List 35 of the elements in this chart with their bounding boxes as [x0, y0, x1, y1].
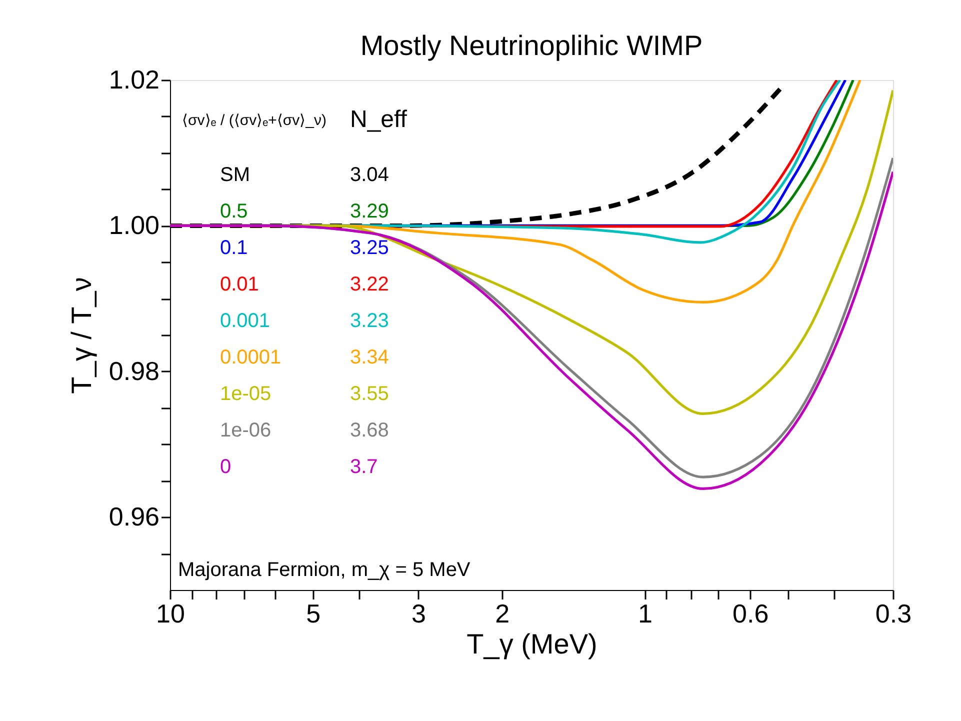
annotation: 3.55: [350, 383, 389, 405]
y-tick-label: 1.00: [108, 210, 160, 240]
y-axis-title: T_γ / T_ν: [66, 277, 97, 394]
annotation: 3.25: [350, 237, 389, 259]
annotation: 3.22: [350, 274, 389, 296]
text: 0.001: [220, 310, 270, 332]
text: 1e-06: [220, 420, 272, 442]
text: 0.01: [220, 274, 259, 296]
chart-title: Mostly Neutrinoplihic WIMP: [360, 30, 703, 61]
x-tick-label: 0.3: [875, 598, 912, 628]
annotation: 3.29: [350, 200, 389, 222]
x-tick-label: 2: [495, 598, 510, 628]
annotation: 3.7: [350, 456, 378, 478]
x-tick-label: 10: [156, 598, 185, 628]
x-tick-label: 0.6: [732, 598, 769, 628]
legend-title: ⟨σv⟩ₑ / (⟨σv⟩ₑ+⟨σv⟩_ν): [182, 112, 327, 129]
annotation: 3.34: [350, 346, 389, 368]
annotation: 3.04: [350, 164, 389, 186]
annotation: 3.68: [350, 420, 389, 442]
series-label: 0.1: [220, 237, 248, 259]
y-tick-label: 1.02: [108, 64, 160, 94]
x-tick-label: 5: [306, 598, 321, 628]
x-tick-label: 3: [412, 598, 426, 628]
y-tick-label: 0.98: [108, 356, 160, 386]
text: 0.0001: [220, 346, 282, 368]
text: 0: [220, 456, 232, 478]
text: 1e-05: [220, 383, 272, 405]
x-axis-title: T_γ (MeV): [466, 628, 598, 660]
x-tick-label: 1: [638, 598, 652, 628]
annotation: N_eff: [350, 106, 408, 133]
y-tick-label: 0.96: [108, 502, 160, 532]
annotation: Majorana Fermion, m_χ = 5 MeV: [178, 559, 471, 581]
annotation: 3.23: [350, 310, 389, 332]
series-label: 0.5: [220, 200, 248, 222]
series-label: SM: [220, 164, 250, 186]
